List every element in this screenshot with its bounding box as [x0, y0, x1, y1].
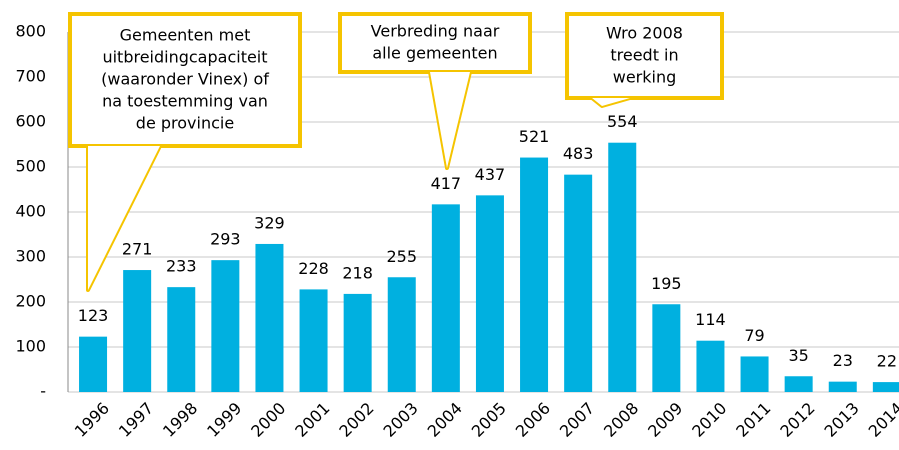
y-tick-label: 200 — [15, 292, 46, 311]
callout-box — [338, 12, 532, 74]
bar — [299, 289, 328, 392]
callout: Wro 2008 treedt in werking — [565, 12, 724, 108]
callout-text: Wro 2008 — [606, 24, 683, 43]
x-tick-label: 1999 — [203, 399, 245, 441]
y-tick-label: 700 — [15, 67, 46, 86]
x-tick-label: 2003 — [380, 399, 422, 441]
bar — [740, 356, 769, 392]
value-label: 293 — [210, 230, 241, 249]
y-tick-label: 100 — [15, 337, 46, 356]
bar — [872, 382, 899, 392]
x-tick-label: 2012 — [776, 399, 818, 441]
callout-text: alle gemeenten — [372, 44, 497, 63]
x-tick-label: 2010 — [688, 399, 730, 441]
x-tick-label: 2002 — [335, 399, 377, 441]
value-label: 554 — [607, 112, 638, 131]
y-tick-label: 500 — [15, 157, 46, 176]
x-tick-label: 2011 — [732, 399, 774, 441]
value-label: 521 — [519, 127, 550, 146]
bar — [343, 293, 372, 392]
bar — [520, 157, 549, 392]
bar — [564, 174, 593, 392]
callout-box — [68, 12, 302, 148]
value-label: 79 — [744, 326, 764, 345]
callout-text: werking — [613, 68, 677, 87]
callout-text: uitbreidingcapaciteit — [102, 48, 267, 67]
callout-text: de provincie — [136, 114, 234, 133]
callout-tail-cover — [88, 146, 160, 290]
bar — [387, 277, 416, 392]
x-tick-label: 2014 — [865, 399, 899, 441]
callout-text: treedt in — [610, 46, 678, 65]
bar — [255, 243, 284, 392]
callout: Gemeenten met uitbreidingcapaciteit (waaro… — [68, 12, 302, 292]
bar — [167, 287, 196, 392]
value-label: 35 — [788, 346, 808, 365]
value-label: 23 — [833, 351, 853, 370]
y-tick-label: 300 — [15, 247, 46, 266]
x-tick-label: 2001 — [291, 399, 333, 441]
callout-text: Verbreding naar — [371, 22, 500, 41]
value-label: 228 — [298, 259, 329, 278]
callout: Verbreding naar alle gemeenten — [338, 12, 532, 170]
value-label: 114 — [695, 310, 726, 329]
x-tick-label: 1997 — [115, 399, 157, 441]
value-label: 255 — [386, 247, 417, 266]
x-tick-label: 2013 — [821, 399, 863, 441]
bar — [123, 270, 152, 392]
x-tick-label: 1996 — [71, 399, 113, 441]
y-tick-label: 800 — [15, 22, 46, 41]
bar — [828, 381, 857, 392]
x-tick-label: 2008 — [600, 399, 642, 441]
value-label: 329 — [254, 213, 285, 232]
bar — [211, 260, 240, 392]
callout-text: na toestemming van — [102, 92, 268, 111]
value-label: 417 — [431, 174, 462, 193]
bar — [784, 376, 813, 392]
x-tick-label: 2009 — [644, 399, 686, 441]
bar — [608, 142, 637, 392]
callout-tail-cover — [592, 98, 630, 106]
x-tick-label: 2006 — [512, 399, 554, 441]
value-label: 123 — [78, 306, 109, 325]
x-tick-label: 2000 — [247, 399, 289, 441]
y-tick-label: 400 — [15, 202, 46, 221]
value-label: 22 — [877, 352, 897, 371]
value-label: 437 — [475, 165, 506, 184]
x-tick-label: 1998 — [159, 399, 201, 441]
callout-box — [565, 12, 724, 100]
x-tick-label: 2007 — [556, 399, 598, 441]
bar — [475, 195, 504, 392]
value-label: 233 — [166, 257, 197, 276]
y-tick-label: 600 — [15, 112, 46, 131]
bar — [652, 304, 681, 392]
bar — [79, 336, 108, 392]
callout-text: (waaronder Vinex) of — [101, 70, 269, 89]
y-tick-label: - — [40, 382, 46, 401]
callout-tail-cover — [430, 72, 470, 168]
value-label: 195 — [651, 274, 682, 293]
x-tick-label: 2004 — [424, 399, 466, 441]
bar — [431, 204, 460, 392]
value-label: 271 — [122, 240, 153, 259]
value-label: 483 — [563, 144, 594, 163]
callout-text: Gemeenten met — [120, 26, 251, 45]
x-tick-label: 2005 — [468, 399, 510, 441]
bar — [696, 340, 725, 392]
value-label: 218 — [342, 263, 373, 282]
